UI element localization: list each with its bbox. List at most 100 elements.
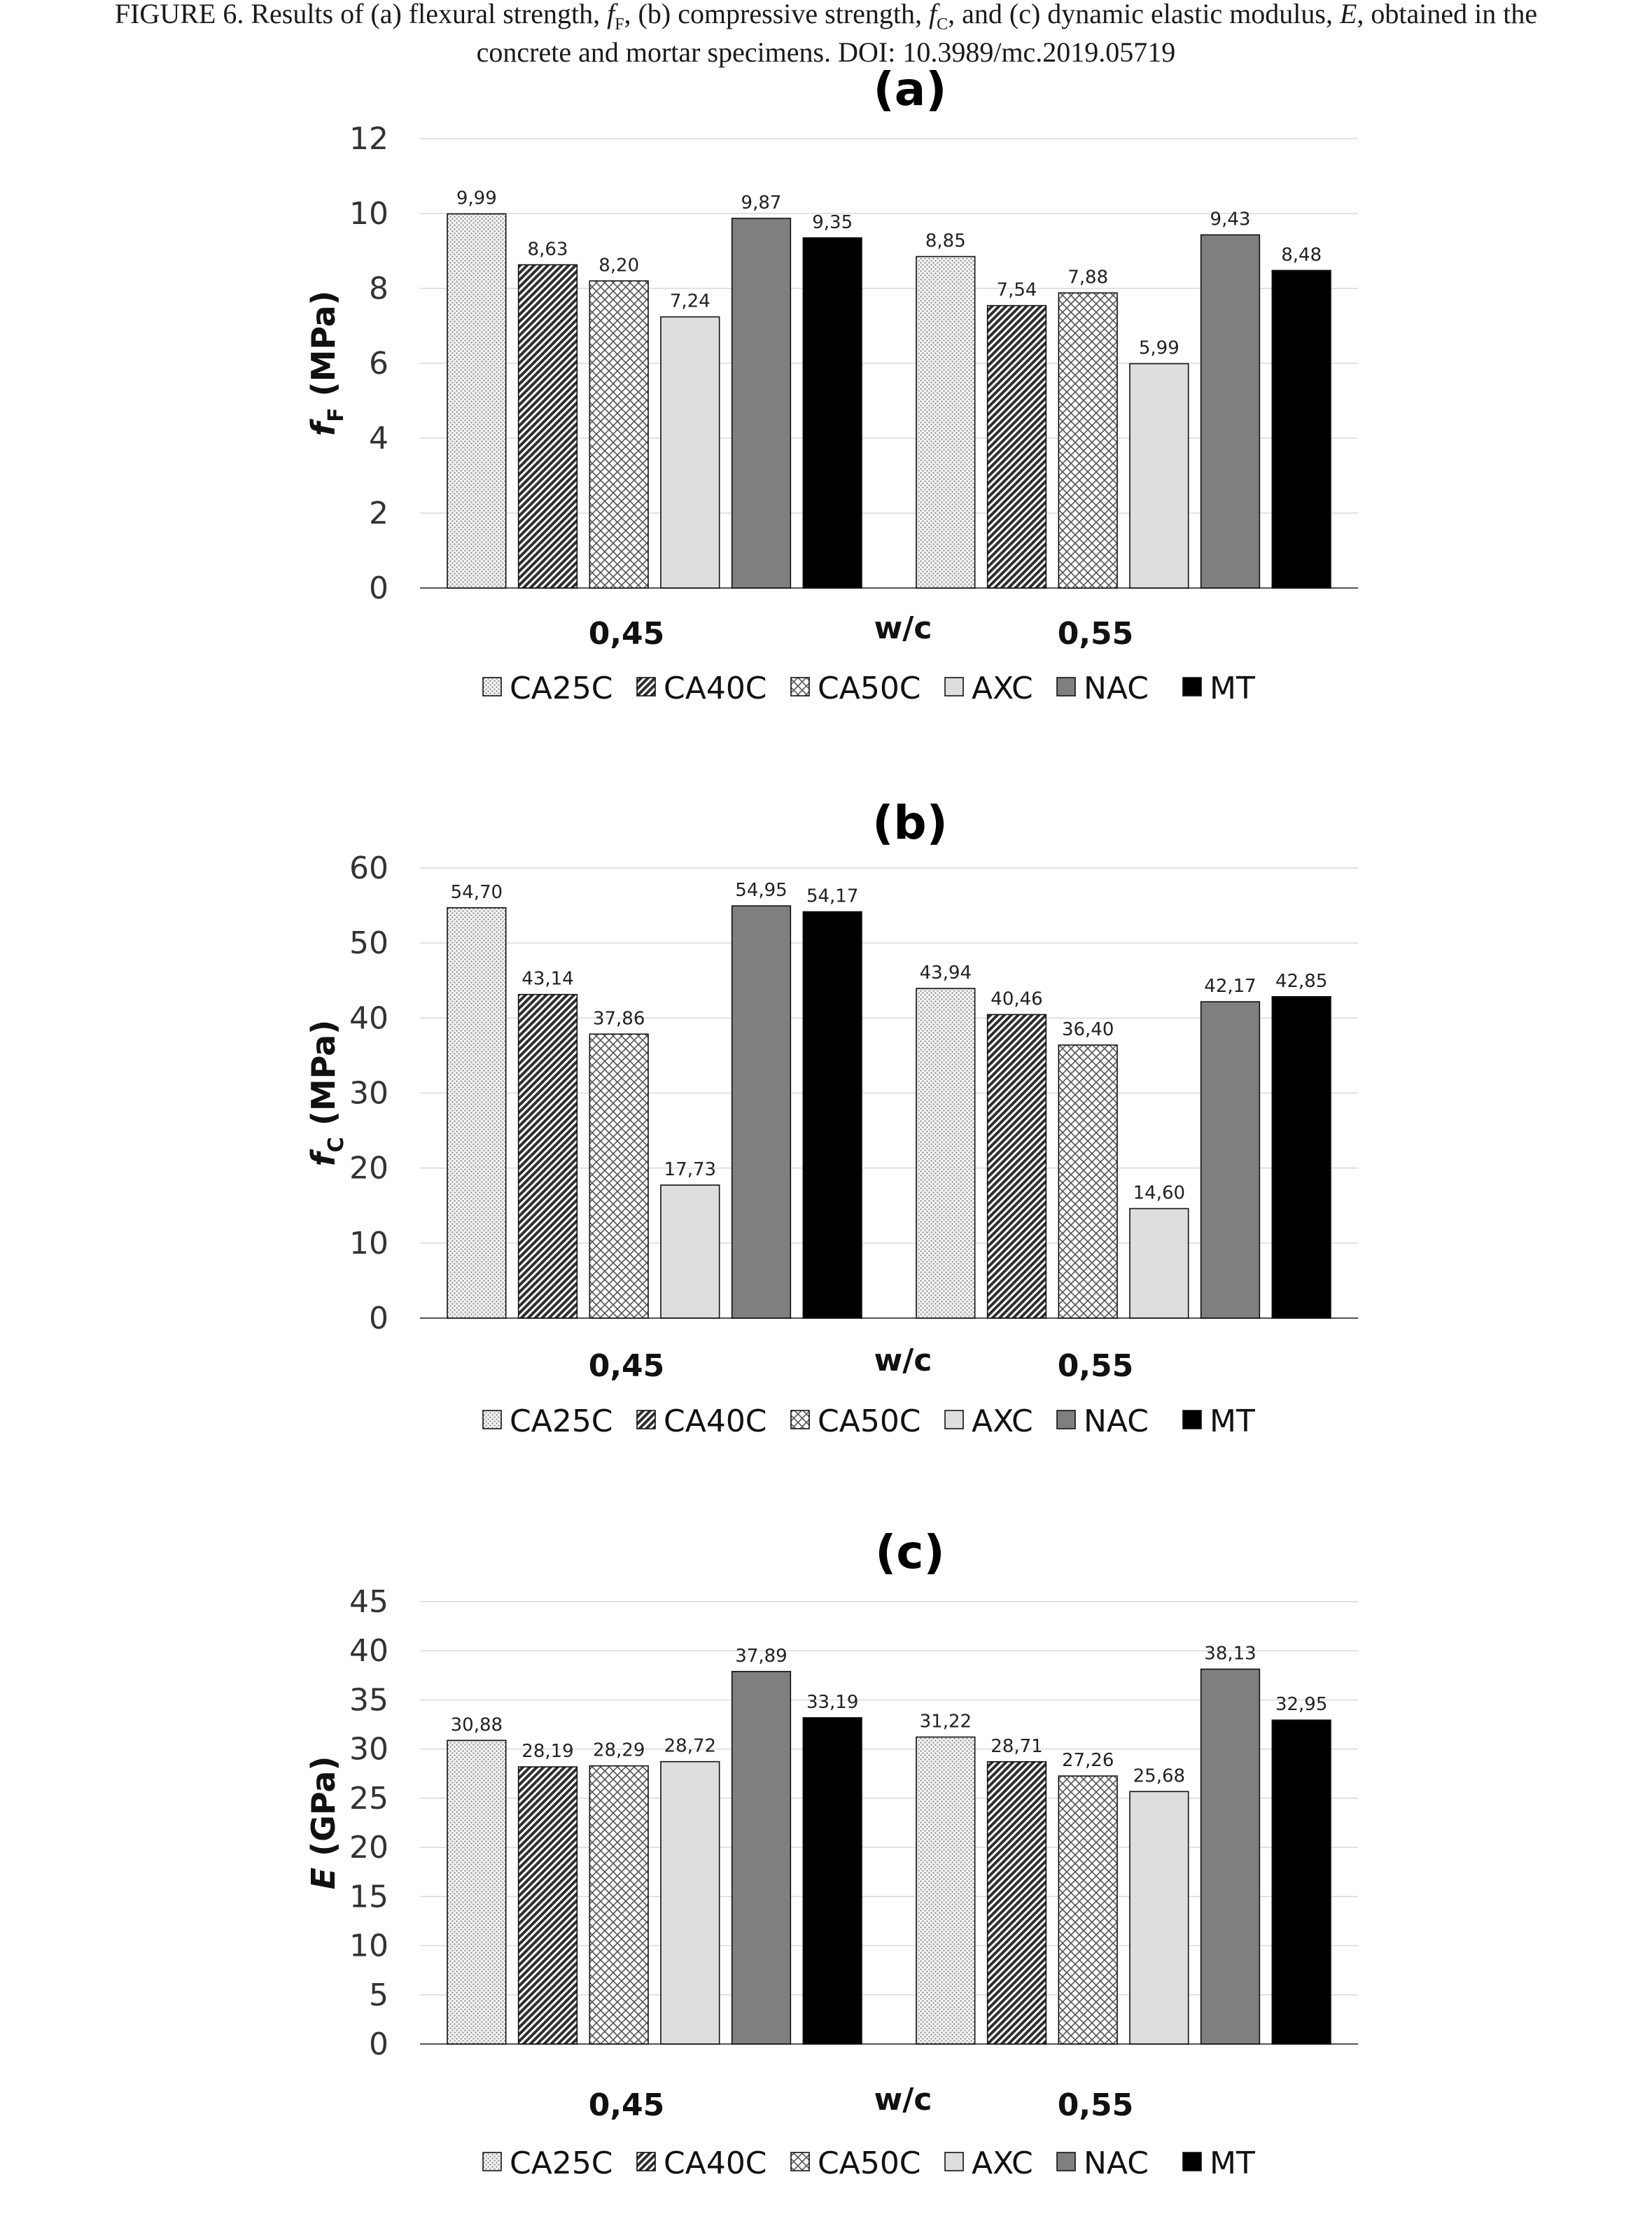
y-tick-label: 40: [349, 1000, 388, 1036]
legend-swatch-mt: [1182, 2152, 1202, 2171]
caption-symbol-f: f: [607, 0, 615, 29]
y-tick-label: 6: [369, 346, 388, 382]
chart-b: (b) 0 10 20 30 40 50 60 fC (MPa) 54,70 43,94 43,14 4…: [304, 796, 1358, 1439]
x-category-label: 0,45: [589, 616, 665, 652]
legend-label: NAC: [1084, 1404, 1149, 1439]
legend-label: CA40C: [664, 1404, 767, 1439]
chart-title: (c): [875, 1525, 944, 1579]
bar-mt: [802, 1717, 862, 2045]
data-label: 54,95: [735, 880, 787, 901]
y-tick-label: 25: [349, 1781, 388, 1816]
bar-mt: [1271, 995, 1331, 1319]
legend-swatch-ca25c: [482, 1410, 502, 1429]
legend-swatch-ca50c: [790, 677, 810, 696]
bar-ca40c: [986, 1014, 1047, 1319]
data-label: 7,24: [670, 291, 710, 312]
bar-ca50c: [589, 280, 649, 589]
legend-swatch-ca50c: [790, 1410, 810, 1429]
data-label: 30,88: [451, 1714, 503, 1735]
legend-label: AXC: [972, 671, 1033, 706]
bar-ca25c: [916, 1736, 976, 2045]
data-label: 28,29: [593, 1740, 645, 1761]
y-axis-unit: (MPa): [304, 290, 342, 407]
legend-label: CA25C: [510, 2146, 613, 2181]
y-axis-subscript: F: [324, 407, 349, 422]
bar-nac: [731, 218, 792, 589]
y-axis-label: fC (MPa): [304, 1020, 349, 1166]
caption-line-1: FIGURE 6. Results of (a) flexural streng…: [0, 0, 1652, 38]
x-axis-label: w/c: [874, 1343, 932, 1378]
caption-sub-f: F: [615, 15, 624, 34]
data-label: 28,19: [522, 1741, 573, 1762]
legend-swatch-axc: [944, 1410, 964, 1429]
y-tick-label: 20: [349, 1830, 388, 1865]
legend-swatch-axc: [944, 2152, 964, 2171]
y-tick-label: 0: [369, 570, 388, 606]
legend-swatch-ca40c: [636, 2152, 656, 2171]
y-tick-label: 10: [349, 196, 388, 232]
legend-swatch-ca25c: [482, 677, 502, 696]
bar-nac: [731, 905, 792, 1319]
bar-ca50c: [1058, 1044, 1118, 1319]
legend-label: MT: [1210, 1404, 1255, 1439]
legend-label: AXC: [972, 1404, 1033, 1439]
caption-sub-c: C: [937, 15, 948, 34]
y-tick-label: 10: [349, 1226, 388, 1261]
bar-ca40c: [517, 264, 578, 589]
caption-text: , (b) compressive strength,: [624, 0, 929, 29]
data-label: 31,22: [920, 1712, 972, 1732]
y-tick-label: 40: [349, 1633, 388, 1669]
legend-label: CA40C: [664, 2146, 767, 2181]
bar-ca40c: [986, 304, 1047, 589]
y-tick-label: 30: [349, 1732, 388, 1768]
bar-ca50c: [1058, 292, 1118, 589]
y-tick-label: 2: [369, 496, 388, 531]
legend-swatch-nac: [1056, 1410, 1076, 1429]
data-label: 25,68: [1133, 1765, 1185, 1786]
data-label: 8,20: [598, 255, 639, 276]
data-label: 9,35: [812, 212, 853, 233]
legend-swatch-ca40c: [636, 1410, 656, 1429]
x-category-label: 0,55: [1058, 2087, 1134, 2123]
data-label: 14,60: [1133, 1183, 1185, 1204]
data-label: 27,26: [1062, 1750, 1114, 1771]
y-tick-label: 20: [349, 1151, 388, 1186]
bar-axc: [1129, 363, 1189, 589]
legend-label: MT: [1210, 2146, 1255, 2181]
y-axis-label: E (GPa): [304, 1756, 342, 1890]
chart-title: (b): [872, 796, 948, 850]
caption-text: FIGURE 6. Results of (a) flexural streng…: [114, 0, 608, 29]
bar-nac: [1200, 1668, 1261, 2045]
data-label: 5,99: [1139, 338, 1180, 359]
x-axis-label: w/c: [874, 610, 932, 646]
legend-swatch-ca25c: [482, 2152, 502, 2171]
y-tick-label: 45: [349, 1584, 388, 1620]
legend-swatch-nac: [1056, 2152, 1076, 2171]
legend-label: NAC: [1084, 2146, 1149, 2181]
data-label: 43,94: [920, 962, 972, 983]
legend-swatch-mt: [1182, 1410, 1202, 1429]
bar-ca25c: [447, 906, 507, 1319]
bar-axc: [660, 316, 720, 589]
legend-label: AXC: [972, 2146, 1033, 2181]
bar-mt: [1271, 270, 1331, 589]
bar-ca25c: [916, 988, 976, 1319]
legend-label: CA50C: [818, 2146, 921, 2181]
bar-nac: [1200, 1001, 1261, 1319]
data-label: 38,13: [1204, 1643, 1256, 1664]
data-label: 17,73: [664, 1159, 716, 1180]
y-tick-label: 0: [369, 2026, 388, 2062]
y-tick-label: 8: [369, 271, 388, 307]
legend-label: MT: [1210, 671, 1255, 706]
y-tick-label: 4: [369, 421, 388, 456]
bar-mt: [802, 237, 862, 589]
figure-caption: FIGURE 6. Results of (a) flexural streng…: [0, 0, 1652, 66]
bar-ca40c: [986, 1760, 1047, 2045]
caption-line-2: concrete and mortar specimens. DOI: 10.3…: [476, 36, 1176, 68]
y-axis-unit: (MPa): [304, 1020, 342, 1137]
caption-text: , obtained in the: [1357, 0, 1538, 29]
bar-mt: [802, 911, 862, 1319]
y-tick-label: 50: [349, 925, 388, 961]
caption-symbol-f: f: [929, 0, 937, 29]
data-label: 8,48: [1281, 244, 1322, 265]
